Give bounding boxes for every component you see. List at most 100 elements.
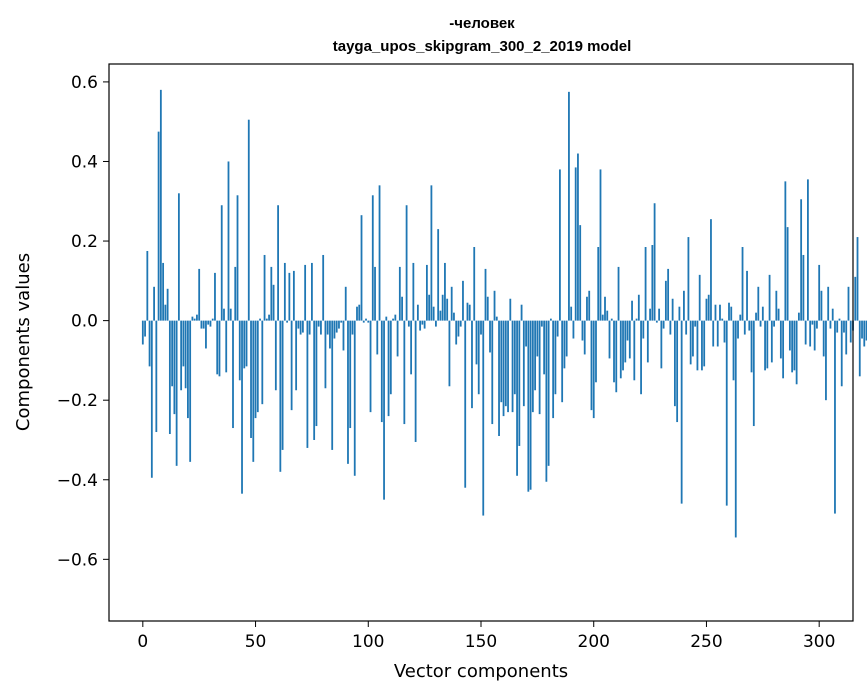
bar-4 [150,320,153,478]
bar-279 [770,320,773,363]
bar-250 [705,298,708,321]
bar-177 [540,320,543,327]
y-tick-label: 0.4 [71,152,98,172]
bar-286 [786,227,789,321]
bar-99 [365,318,367,321]
bar-169 [522,320,525,407]
bar-47 [247,119,250,321]
bar-162 [507,320,509,413]
bar-239 [680,320,683,504]
bar-31 [211,318,214,321]
x-tick-label: 200 [578,632,610,652]
x-tick-label: 100 [352,632,384,652]
bar-255 [716,320,719,347]
bar-155 [491,320,494,425]
bar-173 [531,320,534,413]
bar-133 [441,294,444,321]
bar-65 [288,272,291,321]
bar-226 [651,245,654,321]
bar-295 [807,179,809,321]
bar-176 [538,320,541,415]
bar-52 [259,318,261,321]
bar-307 [834,320,836,514]
bar-298 [813,320,816,351]
bar-188 [565,320,568,357]
bar-300 [818,264,821,321]
x-tick-label: 300 [803,632,835,652]
bar-231 [662,320,665,329]
bar-228 [655,320,658,323]
bar-76 [313,320,316,440]
bar-171 [527,320,530,492]
bar-55 [265,318,268,321]
bar-195 [581,320,584,341]
bar-123 [419,320,422,331]
bar-141 [459,320,462,327]
bar-320 [863,320,866,347]
bar-42 [236,195,239,321]
bar-32 [214,272,216,321]
y-tick-label: 0.6 [71,73,98,93]
bar-2 [146,250,149,321]
bar-33 [216,320,219,375]
bar-278 [768,274,771,321]
bar-167 [518,320,521,446]
bar-263 [734,320,737,538]
bar-136 [448,320,451,387]
bar-61 [279,320,282,472]
bar-82 [326,320,329,335]
bar-60 [277,205,279,321]
x-tick-label: 0 [137,632,148,652]
bar-130 [435,320,437,327]
bar-84 [331,320,334,450]
bar-229 [658,308,661,321]
bar-157 [495,316,498,321]
bar-267 [743,320,746,335]
bar-91 [347,320,349,464]
bar-210 [615,320,618,393]
bar-138 [453,312,455,321]
bar-160 [502,320,505,417]
bar-108 [385,316,388,321]
bar-309 [838,318,841,321]
bar-234 [669,320,672,335]
bar-29 [207,320,210,325]
bar-93 [351,320,354,335]
bar-125 [423,320,426,329]
bar-97 [360,215,363,321]
bar-293 [802,254,805,321]
bar-296 [809,320,812,347]
bar-12 [168,320,171,435]
bar-272 [755,312,757,321]
bar-54 [263,254,266,321]
bar-39 [229,308,232,321]
bar-179 [545,320,548,482]
plot-frame [108,63,854,622]
bar-283 [779,320,782,359]
bar-102 [371,195,374,321]
bar-139 [455,320,458,345]
bar-140 [457,320,460,337]
bar-161 [504,320,507,407]
chart-title-line2: tayga_upos_skipgram_300_2_2019 model [333,38,632,55]
bar-204 [601,314,604,321]
y-tick-label: −0.4 [57,471,98,491]
bar-16 [177,193,180,321]
bar-146 [471,320,473,409]
bar-87 [338,320,340,329]
bar-302 [822,320,825,357]
bar-273 [757,286,760,321]
bar-208 [610,318,613,321]
y-tick-label: −0.2 [57,391,98,411]
bar-24 [196,314,198,321]
bar-175 [536,320,539,357]
bar-258 [723,320,726,343]
bar-79 [320,320,322,335]
bar-196 [583,320,586,355]
bar-100 [367,320,370,323]
bar-121 [414,320,417,442]
bar-181 [549,318,552,321]
bar-201 [595,320,597,383]
bar-182 [552,320,555,419]
